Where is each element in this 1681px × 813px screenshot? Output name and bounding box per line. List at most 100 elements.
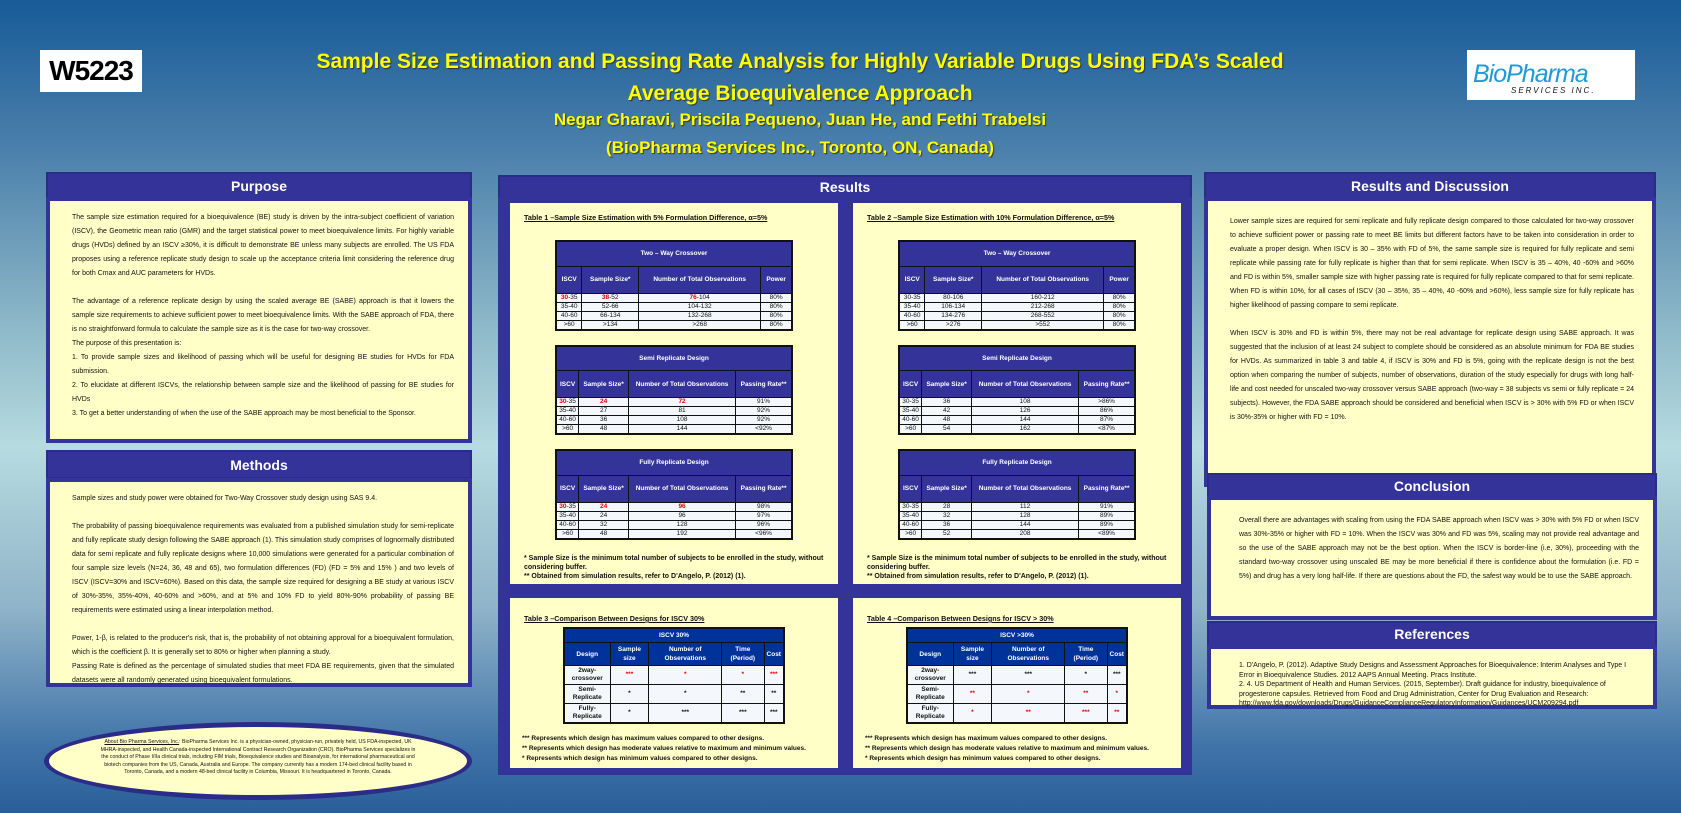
column-header: Sample Size* xyxy=(578,370,629,398)
table-cell: 208 xyxy=(970,528,1080,539)
column-header: Sample size xyxy=(609,642,650,666)
cell-rest: -52 xyxy=(609,293,619,301)
table2-note: * Sample Size is the minimum total numbe… xyxy=(867,554,1167,571)
table-block-title: Two – Way Crossover xyxy=(555,240,793,267)
table-cell: 108 xyxy=(970,397,1080,407)
table-cell: 35-40 xyxy=(555,406,580,416)
table-row: Fully-Replicate * *** *** *** xyxy=(563,703,785,723)
table-cell: 35-40 xyxy=(898,301,926,312)
results-heading: Results xyxy=(498,175,1192,199)
table-title-row: Semi Replicate Design xyxy=(898,345,1136,371)
star-rating: *** xyxy=(721,703,765,723)
highlighted-value: 72 xyxy=(678,398,686,405)
table-cell: 48 xyxy=(921,415,972,425)
table-cell: 86% xyxy=(1078,406,1136,416)
design-name: Semi-Replicate xyxy=(563,684,611,704)
legend-min: * Represents which design has minimum va… xyxy=(865,754,1101,762)
group-header: ISCV >30% xyxy=(906,627,1128,643)
table-cell: <92% xyxy=(735,424,793,435)
group-header: ISCV 30% xyxy=(563,627,785,643)
table-cell: 212-268 xyxy=(981,301,1105,312)
column-header: Number of Total Observations xyxy=(627,370,737,398)
table-cell: 36 xyxy=(578,415,629,425)
cell-rest: -35 xyxy=(568,293,578,301)
title-line-2: Average Bioequivalence Approach xyxy=(627,82,973,105)
table-cell: 40-60 xyxy=(555,415,580,425)
design-name: 2way-crossover xyxy=(906,665,954,685)
conclusion-paragraph: Overall there are advantages with scalin… xyxy=(1239,517,1639,580)
table-row: Semi-Replicate****** xyxy=(906,684,1128,704)
table-row: 40-60 66-134 132-268 80% xyxy=(555,310,793,321)
table-cell: 40-60 xyxy=(555,519,580,530)
highlighted-value: 30 xyxy=(560,293,569,301)
table-row: 30-35 24 72 91% xyxy=(555,397,793,407)
table-cell: 80% xyxy=(760,310,793,321)
table-cell: 54 xyxy=(921,424,972,435)
table4-panel: Table 4 –Comparison Between Designs for … xyxy=(849,594,1185,772)
table-cell: 40-60 xyxy=(898,310,926,321)
table-cell: 28 xyxy=(921,501,972,512)
column-header: ISCV xyxy=(898,474,923,503)
table3-container: ISCV 30% Design Sample size Number of Obser… xyxy=(520,627,828,724)
table-cell: 106-134 xyxy=(924,301,983,312)
star-rating: * xyxy=(991,684,1066,704)
table-cell: 92% xyxy=(735,406,793,416)
purpose-heading: Purpose xyxy=(46,172,472,199)
table-cell: 36 xyxy=(921,519,972,530)
table-cell: >60 xyxy=(898,424,923,435)
table4-legend: *** Represents which design has maximum … xyxy=(865,734,1171,764)
table-cell: 112 xyxy=(970,501,1080,512)
column-header: Number of Observations xyxy=(991,642,1066,666)
table-group-row: ISCV >30% xyxy=(906,627,1128,643)
table-cell: 81 xyxy=(627,406,737,416)
purpose-item: 2. To elucidate at different ISCVs, the … xyxy=(72,382,454,403)
star-rating: *** xyxy=(1064,703,1108,723)
poster-title: Sample Size Estimation and Passing Rate … xyxy=(250,46,1350,110)
table-cell: >134 xyxy=(581,319,640,330)
about-label: About Bio Pharma Services, Inc. xyxy=(104,739,180,745)
table-cell: 80% xyxy=(1103,310,1136,321)
table-cell: 144 xyxy=(970,519,1080,530)
highlighted-value: 24 xyxy=(599,502,608,510)
column-header: Sample Size* xyxy=(581,265,640,294)
table-cell: 80% xyxy=(1103,319,1136,330)
column-header: Sample Size* xyxy=(921,370,972,398)
table-cell: 32 xyxy=(921,510,972,521)
star-rating: ** xyxy=(763,684,785,704)
table-cell: >60 xyxy=(555,319,583,330)
table3-caption: Table 3 –Comparison Between Designs for … xyxy=(524,614,705,623)
methods-heading: Methods xyxy=(46,450,472,479)
design-name: Fully-Replicate xyxy=(563,703,611,723)
column-header: Passing Rate** xyxy=(1078,370,1136,398)
table-cell: 96 xyxy=(627,501,737,512)
table-cell: 40-60 xyxy=(555,310,583,321)
table-header-row: ISCV Sample Size* Number of Total Observat… xyxy=(898,370,1136,398)
table-cell: 98% xyxy=(735,501,793,512)
table2-note: ** Obtained from simulation results, ref… xyxy=(867,572,1089,580)
table-cell: 89% xyxy=(1078,510,1136,521)
table-row: 40-60 32 128 96% xyxy=(555,519,793,530)
table-cell: 42 xyxy=(921,406,972,416)
star-rating: *** xyxy=(763,665,785,685)
affiliation: (BioPharma Services Inc., Toronto, ON, C… xyxy=(606,138,994,157)
table-row: 35-40 32 128 89% xyxy=(898,510,1136,521)
table-cell: 126 xyxy=(970,406,1080,416)
legend-moderate: ** Represents which design has moderate … xyxy=(522,744,806,752)
legend-max: *** Represents which design has maximum … xyxy=(865,734,1108,742)
purpose-section: The sample size estimation required for … xyxy=(46,197,472,443)
table-row: 2way-crossover *** *** * *** xyxy=(906,665,1128,685)
comparison-table: ISCV 30% Design Sample size Number of Obser… xyxy=(563,627,785,724)
table-cell: 87% xyxy=(1078,415,1136,425)
column-header: Number of Total Observations xyxy=(970,474,1080,503)
table-cell: 97% xyxy=(735,510,793,521)
star-rating: *** xyxy=(952,665,993,685)
table-title-row: Semi Replicate Design xyxy=(555,345,793,371)
table-cell: 48 xyxy=(578,424,629,435)
table-row: >60 52 208 <89% xyxy=(898,528,1136,539)
column-header: Power xyxy=(1103,265,1136,294)
legend-max: *** Represents which design has maximum … xyxy=(522,734,765,742)
table-row: 35-40 24 96 97% xyxy=(555,510,793,521)
star-rating: ** xyxy=(952,684,993,704)
table-title-row: Fully Replicate Design xyxy=(898,449,1136,476)
star-rating: *** xyxy=(991,665,1066,685)
